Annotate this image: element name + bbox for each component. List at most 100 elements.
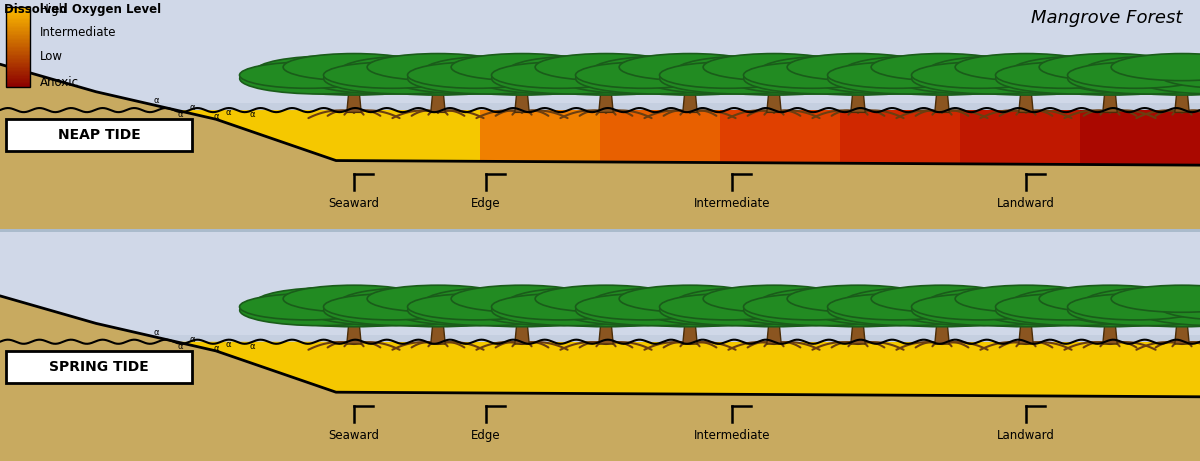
Circle shape [828,295,989,325]
Circle shape [1087,294,1200,320]
Circle shape [256,288,409,317]
Circle shape [283,285,425,312]
Text: Intermediate: Intermediate [40,26,116,39]
Polygon shape [6,63,30,65]
Circle shape [727,295,888,325]
Circle shape [760,289,956,327]
Polygon shape [600,110,720,165]
Circle shape [744,294,881,320]
Circle shape [451,285,593,312]
Circle shape [256,58,452,95]
Polygon shape [6,8,30,10]
Polygon shape [0,296,1200,461]
Circle shape [592,58,788,95]
Circle shape [1159,62,1200,89]
Circle shape [979,295,1140,325]
Circle shape [408,295,569,325]
Polygon shape [6,43,30,44]
Circle shape [660,62,797,89]
Polygon shape [6,67,30,68]
Polygon shape [6,38,30,39]
Circle shape [955,53,1097,81]
Circle shape [256,56,409,85]
Circle shape [1063,295,1200,325]
Circle shape [340,58,536,95]
Polygon shape [6,65,30,66]
Polygon shape [1019,321,1033,344]
Polygon shape [960,110,1080,165]
Polygon shape [6,44,30,46]
Text: Edge: Edge [472,429,500,442]
Polygon shape [6,54,30,55]
Circle shape [703,53,845,81]
Circle shape [383,56,536,85]
Circle shape [971,288,1124,317]
Polygon shape [6,27,30,28]
Polygon shape [6,12,30,13]
Circle shape [535,285,677,312]
Polygon shape [6,26,30,27]
Polygon shape [6,10,30,11]
Circle shape [535,53,677,81]
Circle shape [619,53,761,81]
Circle shape [643,63,804,94]
Polygon shape [6,77,30,78]
Circle shape [1084,289,1200,327]
Circle shape [592,56,745,85]
Circle shape [299,288,452,317]
Circle shape [667,62,804,89]
Circle shape [979,63,1140,94]
Polygon shape [336,342,1200,397]
Circle shape [240,295,401,325]
Circle shape [475,63,636,94]
Circle shape [592,289,788,327]
Circle shape [559,295,720,325]
Circle shape [835,294,972,320]
Polygon shape [6,35,30,36]
Circle shape [744,62,881,89]
Circle shape [787,285,929,312]
Polygon shape [6,60,30,62]
Circle shape [415,62,552,89]
Polygon shape [1175,89,1189,112]
Circle shape [508,56,661,85]
Polygon shape [6,51,30,53]
Circle shape [660,295,821,325]
Polygon shape [840,110,960,165]
Circle shape [676,56,829,85]
Circle shape [499,294,636,320]
Circle shape [1087,62,1200,89]
Text: α: α [250,342,254,351]
Polygon shape [935,321,949,344]
Polygon shape [6,81,30,82]
Circle shape [703,285,845,312]
Circle shape [660,294,797,320]
Circle shape [803,56,956,85]
Polygon shape [599,321,613,344]
Text: α: α [190,335,194,344]
Circle shape [492,295,653,325]
Circle shape [1135,295,1200,325]
Circle shape [1055,56,1200,85]
Circle shape [912,62,1049,89]
Polygon shape [6,58,30,59]
Polygon shape [6,34,30,35]
Circle shape [835,62,972,89]
Circle shape [324,295,485,325]
Circle shape [391,295,552,325]
Polygon shape [0,296,336,397]
Polygon shape [6,71,30,72]
Text: α: α [214,344,218,353]
Circle shape [1127,56,1200,85]
Circle shape [1084,58,1200,95]
Polygon shape [6,84,30,86]
Circle shape [367,53,509,81]
Text: SPRING TIDE: SPRING TIDE [49,360,149,374]
Polygon shape [6,11,30,12]
Polygon shape [767,89,781,112]
Text: α: α [226,108,230,117]
Polygon shape [767,321,781,344]
Text: α: α [178,342,182,351]
Circle shape [408,294,545,320]
Text: Seaward: Seaward [329,429,379,442]
